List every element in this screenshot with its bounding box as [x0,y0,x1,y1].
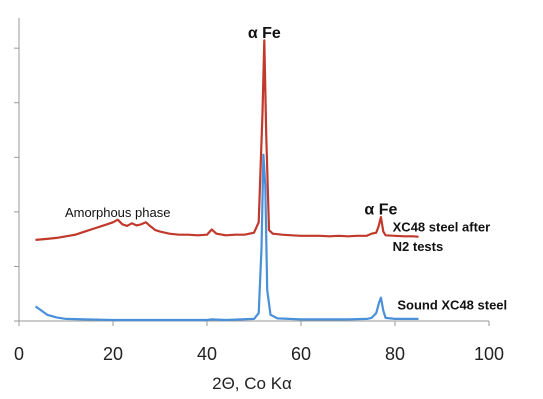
annotation-label: α Fe [364,201,397,218]
x-tick-label: 40 [197,344,217,364]
x-tick-label: 100 [474,344,504,364]
x-tick-label: 80 [385,344,405,364]
annotation-label: Sound XC48 steel [397,298,507,313]
annotation-label: N2 tests [393,239,444,254]
series-line-1 [35,39,419,241]
series-layer [34,39,419,322]
series-line-2 [34,153,419,322]
annotation-label: XC48 steel after [393,220,491,235]
axes-layer: 0 20 40 60 80 100 [14,18,504,364]
x-tick-label: 0 [14,344,24,364]
x-tick-label: 20 [103,344,123,364]
x-axis-label: 2Θ, Co Kα [212,374,292,393]
annotation-label: α Fe [248,25,281,42]
annotation-layer: α Fe α Fe Amorphous phase XC48 steel after N… [65,25,507,313]
x-tick-label: 60 [291,344,311,364]
annotation-label: Amorphous phase [65,205,171,220]
